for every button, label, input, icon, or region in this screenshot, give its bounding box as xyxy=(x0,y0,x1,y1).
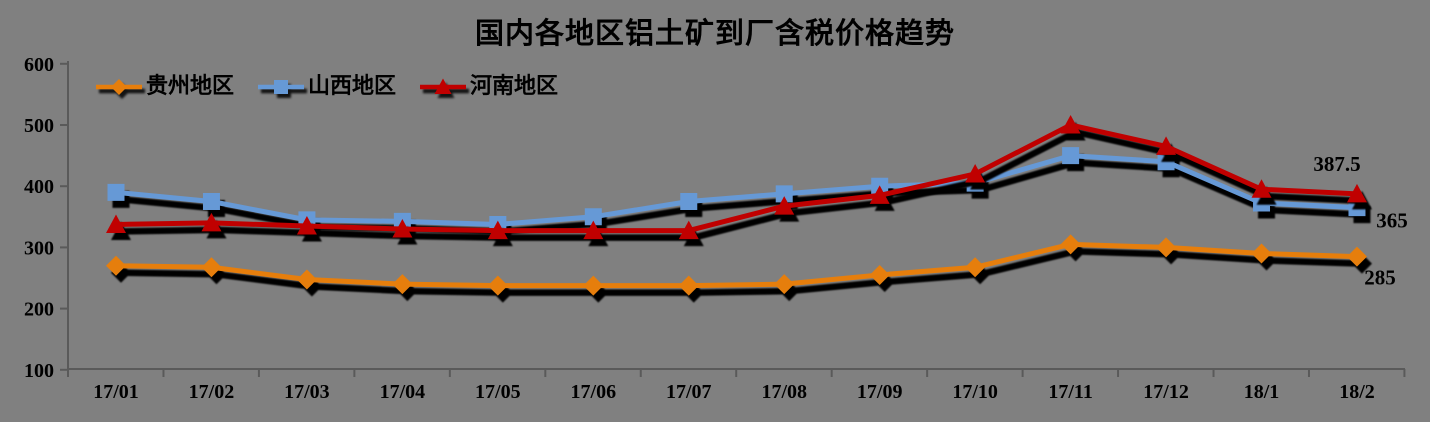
series-marker-guizhou xyxy=(678,275,699,296)
end-label-shanxi: 365 xyxy=(1376,209,1408,233)
series-marker-henan xyxy=(1251,179,1272,198)
end-label-henan: 387.5 xyxy=(1313,152,1360,176)
series-marker-henan xyxy=(487,220,508,240)
legend-item-guizhou: 贵州地区 xyxy=(96,76,234,98)
y-tick-label: 300 xyxy=(24,237,54,259)
series-marker-guizhou xyxy=(1251,243,1272,264)
series-marker-henan xyxy=(1156,136,1177,155)
series-marker-henan xyxy=(392,219,413,238)
series-marker-guizhou xyxy=(487,275,508,296)
series-marker-henan xyxy=(583,220,604,240)
series-marker-shanxi xyxy=(775,185,793,203)
legend-label: 山西地区 xyxy=(308,74,397,99)
end-label-guizhou: 285 xyxy=(1364,266,1396,290)
series-marker-guizhou xyxy=(583,275,604,296)
y-tick-label: 500 xyxy=(24,115,54,137)
series-henan xyxy=(106,115,1367,240)
series-marker-guizhou xyxy=(965,257,986,278)
series-line-shanxi xyxy=(113,153,1360,227)
x-tick-label: 18/2 xyxy=(1339,381,1375,403)
x-tick-label: 17/07 xyxy=(666,381,712,403)
legend: 贵州地区 山西地区 河南地区 xyxy=(96,76,558,98)
x-tick-label: 17/03 xyxy=(284,381,330,403)
x-tick-label: 17/05 xyxy=(475,381,521,403)
series-marker-guizhou xyxy=(392,274,413,295)
series-marker-guizhou xyxy=(1346,246,1367,267)
x-tick-label: 17/01 xyxy=(93,381,139,403)
series-line-guizhou xyxy=(113,241,1360,289)
x-tick-label: 17/12 xyxy=(1143,381,1189,403)
x-tick-label: 17/09 xyxy=(857,381,903,403)
x-tick-label: 17/06 xyxy=(571,381,617,403)
series-marker-guizhou xyxy=(869,264,890,285)
x-tick-label: 17/11 xyxy=(1048,381,1092,403)
series-line-henan xyxy=(113,122,1360,234)
x-tick-label: 17/08 xyxy=(761,381,807,403)
y-tick-label: 600 xyxy=(24,54,54,76)
series-marker-guizhou xyxy=(201,257,222,278)
series-marker-henan xyxy=(965,163,986,183)
series-marker-henan xyxy=(106,214,126,233)
series-marker-shanxi xyxy=(202,193,220,210)
series-marker-shanxi xyxy=(584,208,602,226)
legend-marker-diamond-icon xyxy=(96,79,142,95)
series-marker-shanxi xyxy=(680,193,698,210)
series-marker-henan xyxy=(201,212,222,232)
series-marker-henan xyxy=(774,196,795,215)
y-tick-label: 200 xyxy=(24,299,54,321)
x-tick-label: 17/02 xyxy=(189,381,235,403)
series-marker-guizhou xyxy=(774,274,795,295)
series-marker-guizhou xyxy=(296,269,317,290)
series-marker-henan xyxy=(678,220,699,240)
series-guizhou xyxy=(106,234,1367,296)
series-marker-shanxi xyxy=(107,183,125,201)
series-marker-henan xyxy=(296,215,317,235)
legend-item-shanxi: 山西地区 xyxy=(258,76,396,98)
legend-item-henan: 河南地区 xyxy=(420,76,558,98)
legend-label: 贵州地区 xyxy=(146,74,235,99)
legend-marker-triangle-icon xyxy=(420,78,467,94)
legend-label: 河南地区 xyxy=(470,74,559,99)
series-marker-guizhou xyxy=(1060,234,1081,255)
legend-marker-square-icon xyxy=(258,80,305,94)
series-marker-henan xyxy=(1060,115,1081,134)
y-tick-label: 400 xyxy=(24,176,54,198)
x-tick-label: 17/10 xyxy=(952,381,998,403)
series-marker-guizhou xyxy=(106,255,126,276)
chart-title: 国内各地区铝土矿到厂含税价格趋势 xyxy=(474,16,955,50)
x-tick-label: 18/1 xyxy=(1244,381,1280,403)
series-marker-shanxi xyxy=(1062,147,1080,165)
y-tick-label: 100 xyxy=(24,360,54,382)
series-marker-henan xyxy=(1346,183,1367,203)
series-marker-henan xyxy=(869,185,890,204)
x-tick-label: 17/04 xyxy=(380,381,426,403)
series-marker-guizhou xyxy=(1156,237,1177,258)
